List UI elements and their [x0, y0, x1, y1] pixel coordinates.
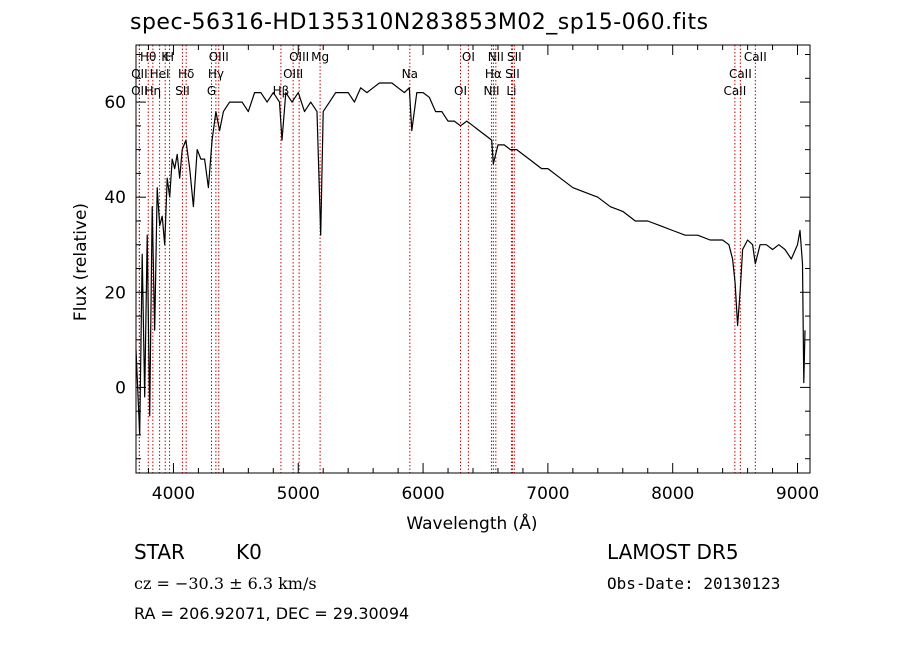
line-label: Hβ: [273, 84, 290, 98]
y-tick-label: 40: [104, 188, 126, 208]
line-label: Hγ: [208, 67, 224, 81]
y-axis-label: Flux (relative): [71, 203, 91, 321]
spectral-line-labels: Hθ OII OII K HeI Hη H Hδ SII OIII Hγ G OIII OIII Hβ Mg N…: [131, 50, 767, 98]
survey-name: LAMOST DR5: [607, 540, 739, 564]
line-label: CaII: [744, 50, 767, 64]
x-tick-label: 5000: [277, 484, 320, 504]
y-tick-label: 0: [115, 378, 126, 398]
line-label: Hη: [145, 84, 162, 98]
line-label: NII: [483, 84, 499, 98]
line-label: OI: [454, 84, 467, 98]
line-label: CaII: [723, 84, 746, 98]
line-label: Hδ: [178, 67, 194, 81]
x-tick-label: 8000: [651, 484, 694, 504]
line-label: SII: [175, 84, 190, 98]
line-label: CaII: [729, 67, 752, 81]
spectral-line-markers: [138, 45, 756, 473]
line-label: NII: [488, 50, 504, 64]
x-tick-label: 7000: [526, 484, 569, 504]
x-tick-label: 6000: [401, 484, 444, 504]
object-class: STAR: [134, 540, 185, 564]
observation-date: Obs-Date: 20130123: [607, 574, 781, 593]
line-label: OIII: [289, 50, 309, 64]
x-tick-label: 4000: [152, 484, 195, 504]
line-label: OI: [462, 50, 475, 64]
spectrum-series: [135, 82, 806, 436]
line-label: OIII: [283, 67, 303, 81]
line-label: Hθ: [140, 50, 156, 64]
coordinates: RA = 206.92071, DEC = 29.30094: [134, 604, 410, 623]
chart-title: spec-56316-HD135310N283853M02_sp15-060.f…: [130, 10, 709, 35]
spectrum-line: [135, 82, 806, 436]
x-tick-label: 9000: [776, 484, 819, 504]
line-label: OIII: [209, 50, 229, 64]
y-tick-label: 20: [104, 283, 126, 303]
y-tick-label: 60: [104, 93, 126, 113]
line-label: OII: [131, 67, 148, 81]
line-label: SII: [507, 50, 522, 64]
x-axis-label: Wavelength (Å): [406, 512, 537, 534]
line-label: SII: [505, 67, 520, 81]
line-label: Hα: [485, 67, 502, 81]
line-label: OII: [131, 84, 148, 98]
plot-frame: [135, 44, 811, 474]
line-label: K: [161, 50, 170, 64]
line-label: H: [165, 50, 174, 64]
line-label: Na: [402, 67, 418, 81]
line-label: Mg: [311, 50, 329, 64]
axis-ticks: 4000 5000 6000 7000 8000 9000 0 20 40 60: [104, 45, 819, 504]
line-label: Li: [506, 84, 516, 98]
line-label: HeI: [150, 67, 170, 81]
redshift-velocity: cz = −30.3 ± 6.3 km/s: [134, 574, 317, 593]
line-label: G: [207, 84, 216, 98]
spectral-subclass: K0: [236, 540, 262, 564]
